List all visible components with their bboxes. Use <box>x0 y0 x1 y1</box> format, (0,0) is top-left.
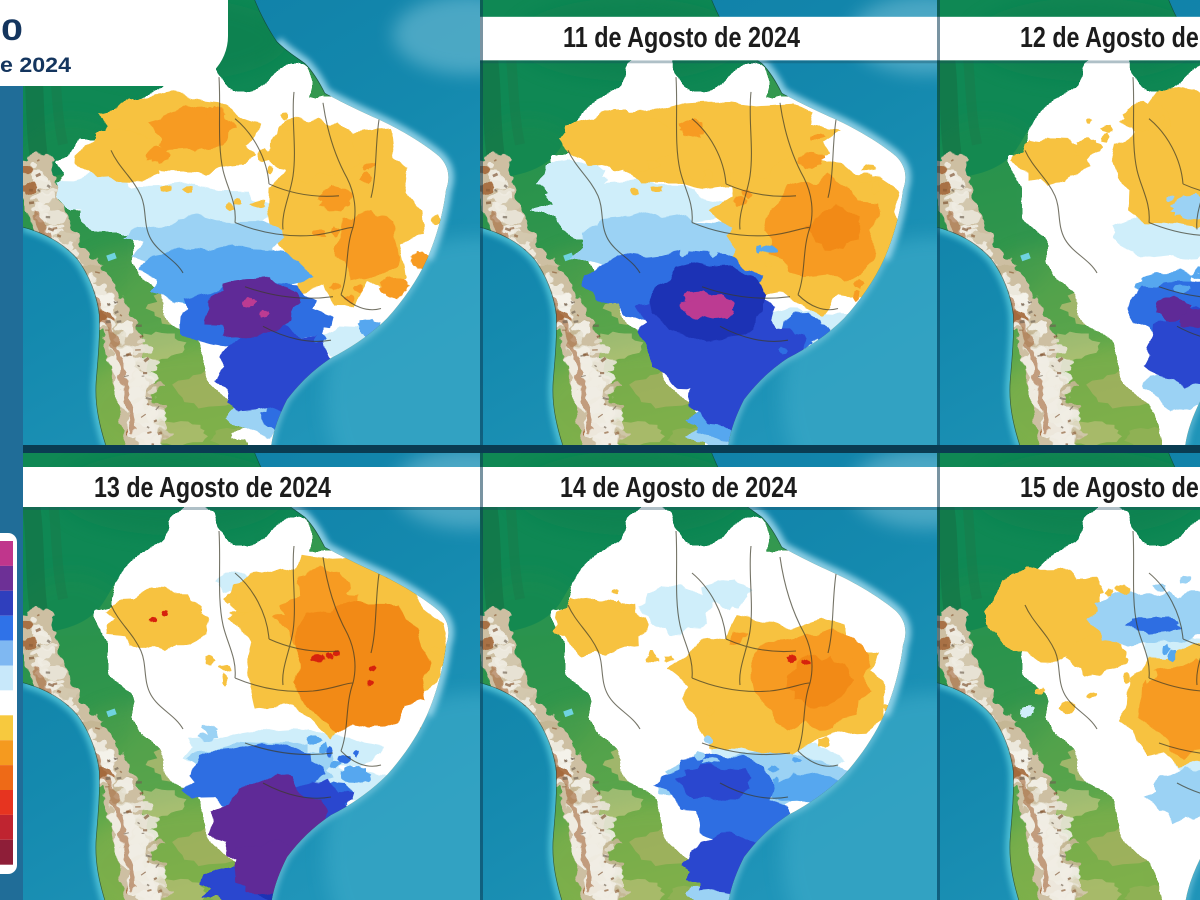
svg-text:11 de Agosto de 2024: 11 de Agosto de 2024 <box>563 22 800 54</box>
svg-text:12 de Agosto de 2024: 12 de Agosto de 2024 <box>1020 22 1200 54</box>
svg-text:13 de Agosto de 2024: 13 de Agosto de 2024 <box>94 472 331 504</box>
svg-text:0: 0 <box>1 14 23 47</box>
svg-text:15 de Agosto de 2024: 15 de Agosto de 2024 <box>1020 472 1200 504</box>
svg-text:14 de Agosto de 2024: 14 de Agosto de 2024 <box>560 472 797 504</box>
svg-text:e 2024: e 2024 <box>0 53 71 77</box>
